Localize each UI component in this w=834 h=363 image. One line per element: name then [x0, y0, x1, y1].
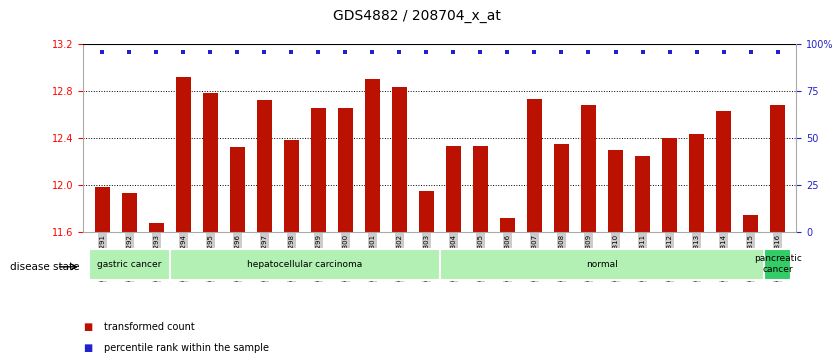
Bar	[743, 215, 758, 232]
Bar	[419, 191, 434, 232]
Bar	[581, 105, 596, 232]
FancyBboxPatch shape	[440, 249, 764, 280]
Bar	[554, 144, 569, 232]
Bar	[392, 87, 407, 232]
Bar	[95, 187, 110, 232]
Bar	[689, 134, 704, 232]
Bar	[338, 109, 353, 232]
Bar	[257, 100, 272, 232]
Bar	[230, 147, 245, 232]
Bar	[311, 109, 326, 232]
Bar	[284, 140, 299, 232]
Bar	[149, 223, 163, 232]
Bar	[527, 99, 542, 232]
Text: percentile rank within the sample: percentile rank within the sample	[104, 343, 269, 354]
Text: disease state: disease state	[10, 262, 79, 272]
Bar	[662, 138, 677, 232]
Text: GDS4882 / 208704_x_at: GDS4882 / 208704_x_at	[333, 9, 501, 23]
Text: hepatocellular carcinoma: hepatocellular carcinoma	[247, 260, 363, 269]
FancyBboxPatch shape	[88, 249, 170, 280]
Text: transformed count: transformed count	[104, 322, 195, 332]
Bar	[608, 150, 623, 232]
FancyBboxPatch shape	[764, 249, 791, 280]
Bar	[122, 193, 137, 232]
Text: ■: ■	[83, 322, 93, 332]
Bar	[473, 146, 488, 232]
Text: ■: ■	[83, 343, 93, 354]
Bar	[635, 156, 650, 232]
FancyBboxPatch shape	[170, 249, 440, 280]
Bar	[365, 79, 379, 232]
Bar	[176, 77, 191, 232]
Text: normal: normal	[586, 260, 618, 269]
Bar	[446, 146, 461, 232]
Text: gastric cancer: gastric cancer	[97, 260, 162, 269]
Bar	[203, 93, 218, 232]
Bar	[500, 218, 515, 232]
Bar	[770, 105, 785, 232]
Text: pancreatic
cancer: pancreatic cancer	[754, 254, 801, 274]
Bar	[716, 111, 731, 232]
